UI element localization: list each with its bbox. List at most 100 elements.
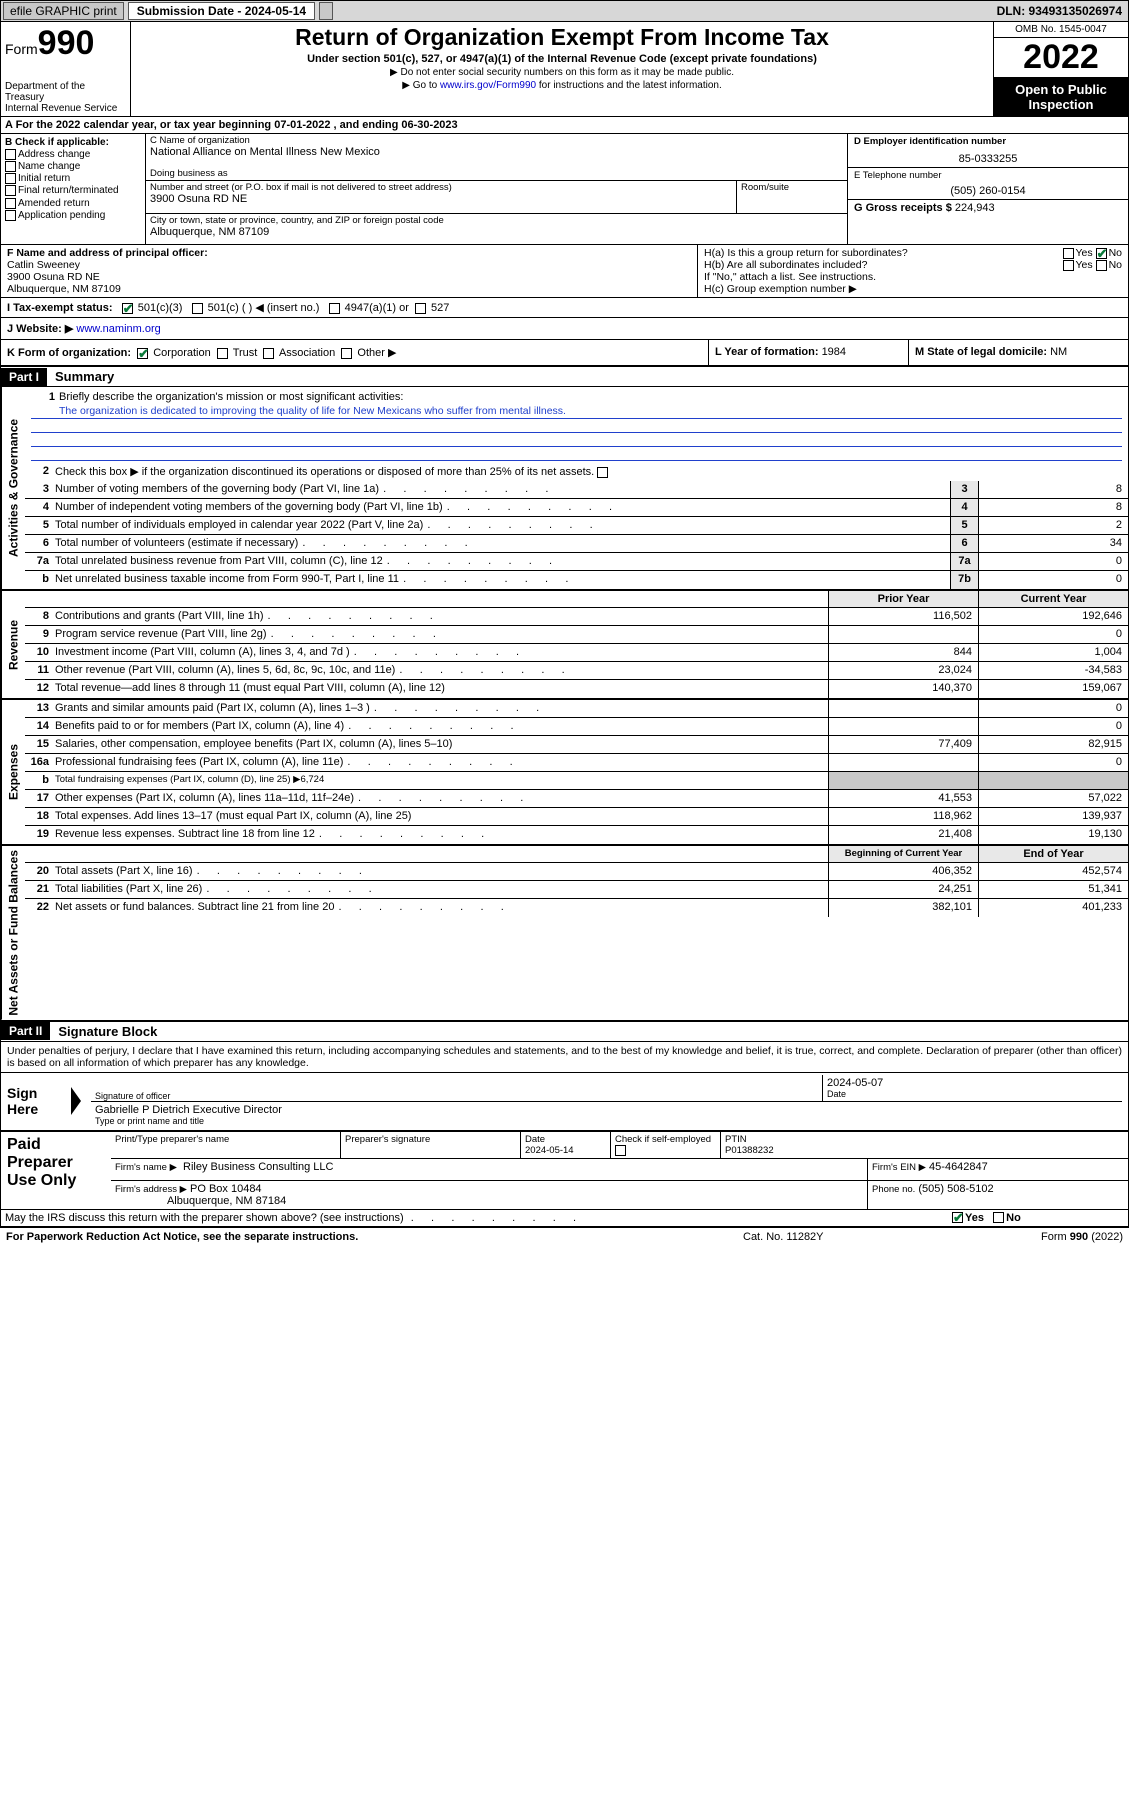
- chk-other[interactable]: [341, 348, 352, 359]
- line-19: 19Revenue less expenses. Subtract line 1…: [25, 826, 1128, 844]
- section-revenue: Revenue Prior Year Current Year 8Contrib…: [1, 591, 1128, 700]
- pra-notice: For Paperwork Reduction Act Notice, see …: [6, 1231, 743, 1243]
- c11: -34,583: [978, 662, 1128, 679]
- instructions-link[interactable]: www.irs.gov/Form990: [440, 80, 536, 91]
- room-label: Room/suite: [737, 181, 847, 213]
- chk-4947[interactable]: [329, 303, 340, 314]
- section-b-checkboxes: B Check if applicable: Address change Na…: [1, 134, 146, 244]
- chk-ha-no[interactable]: [1096, 248, 1107, 259]
- opt-527: 527: [431, 302, 449, 314]
- officer-addr1: 3900 Osuna RD NE: [7, 271, 691, 283]
- part2-tag: Part II: [1, 1022, 50, 1040]
- chk-hb-yes[interactable]: [1063, 260, 1074, 271]
- opt-other: Other ▶: [357, 347, 396, 359]
- chk-discuss-yes[interactable]: [952, 1212, 963, 1223]
- section-governance: Activities & Governance 1Briefly describ…: [1, 387, 1128, 591]
- l14-text: Benefits paid to or for members (Part IX…: [53, 718, 828, 735]
- org-street: 3900 Osuna RD NE: [150, 193, 732, 205]
- chk-final-return[interactable]: [5, 185, 16, 196]
- c8: 192,646: [978, 608, 1128, 625]
- chk-name-change[interactable]: [5, 161, 16, 172]
- gross-receipts-label: G Gross receipts $: [854, 202, 952, 214]
- line-16a: 16aProfessional fundraising fees (Part I…: [25, 754, 1128, 772]
- chk-trust[interactable]: [217, 348, 228, 359]
- chk-self-employed[interactable]: [615, 1145, 626, 1156]
- firm-addr-label: Firm's address ▶: [115, 1184, 187, 1195]
- form-title: Return of Organization Exempt From Incom…: [137, 24, 987, 51]
- l16b-text: Total fundraising expenses (Part IX, col…: [55, 774, 300, 785]
- c10: 1,004: [978, 644, 1128, 661]
- sign-here-label: Sign Here: [1, 1073, 71, 1130]
- l8-text: Contributions and grants (Part VIII, lin…: [53, 608, 828, 625]
- preparer-row-3: Firm's address ▶ PO Box 10484 Albuquerqu…: [111, 1181, 1128, 1209]
- chk-amended-return[interactable]: [5, 198, 16, 209]
- opt-corporation: Corporation: [153, 347, 210, 359]
- l16a-text: Professional fundraising fees (Part IX, …: [53, 754, 828, 771]
- l20-text: Total assets (Part X, line 16): [53, 863, 828, 880]
- chk-hb-no[interactable]: [1096, 260, 1107, 271]
- chk-ha-yes[interactable]: [1063, 248, 1074, 259]
- i-label: I Tax-exempt status:: [7, 302, 113, 314]
- officer-name-title: Gabrielle P Dietrich Executive Director: [95, 1104, 1118, 1116]
- form-subtitle: Under section 501(c), 527, or 4947(a)(1)…: [137, 53, 987, 65]
- l-label: L Year of formation:: [715, 346, 822, 358]
- c14: 0: [978, 718, 1128, 735]
- discuss-no: No: [1006, 1212, 1021, 1224]
- ha-label: H(a) Is this a group return for subordin…: [704, 247, 908, 259]
- website-link[interactable]: www.naminm.org: [76, 323, 160, 335]
- v6: 34: [978, 535, 1128, 552]
- chk-501c3[interactable]: [122, 303, 133, 314]
- chk-address-change[interactable]: [5, 149, 16, 160]
- c12: 159,067: [978, 680, 1128, 698]
- c16b-gray: [978, 772, 1128, 789]
- line-20: 20Total assets (Part X, line 16)406,3524…: [25, 863, 1128, 881]
- mission-blank-3: [31, 447, 1122, 461]
- chk-discuss-no[interactable]: [993, 1212, 1004, 1223]
- vtab-governance: Activities & Governance: [1, 387, 25, 589]
- netassets-headers: Beginning of Current Year End of Year: [25, 846, 1128, 863]
- c13: 0: [978, 700, 1128, 717]
- firm-addr2: Albuquerque, NM 87184: [167, 1195, 286, 1207]
- line-1: 1Briefly describe the organization's mis…: [25, 387, 1128, 463]
- mission-blank-2: [31, 433, 1122, 447]
- chk-501c[interactable]: [192, 303, 203, 314]
- v3: 8: [978, 481, 1128, 498]
- firm-phone: (505) 508-5102: [918, 1183, 993, 1195]
- row-j: J Website: ▶ www.naminm.org: [1, 318, 1128, 340]
- hb-note: If "No," attach a list. See instructions…: [704, 271, 1122, 283]
- ssn-note: ▶ Do not enter social security numbers o…: [137, 67, 987, 78]
- line-12: 12Total revenue—add lines 8 through 11 (…: [25, 680, 1128, 698]
- org-name: National Alliance on Mental Illness New …: [150, 146, 843, 158]
- ha-yes: Yes: [1076, 247, 1093, 259]
- firm-ein-label: Firm's EIN ▶: [872, 1162, 926, 1173]
- hdr-end: End of Year: [978, 846, 1128, 862]
- line-9: 9Program service revenue (Part VIII, lin…: [25, 626, 1128, 644]
- chk-527[interactable]: [415, 303, 426, 314]
- firm-addr1: PO Box 10484: [190, 1183, 262, 1195]
- chk-association[interactable]: [263, 348, 274, 359]
- line-18: 18Total expenses. Add lines 13–17 (must …: [25, 808, 1128, 826]
- ein-label: D Employer identification number: [854, 136, 1122, 147]
- dropdown-button[interactable]: [319, 2, 333, 20]
- line-3: 3Number of voting members of the governi…: [25, 481, 1128, 499]
- omb-number: OMB No. 1545-0047: [994, 22, 1128, 38]
- l6-text: Total number of volunteers (estimate if …: [53, 535, 950, 552]
- phone-label: E Telephone number: [854, 170, 1122, 181]
- p21: 24,251: [828, 881, 978, 898]
- chk-corporation[interactable]: [137, 348, 148, 359]
- chk-initial-return[interactable]: [5, 173, 16, 184]
- lbl-initial-return: Initial return: [18, 173, 70, 184]
- efile-print-button[interactable]: efile GRAPHIC print: [3, 2, 124, 20]
- chk-application-pending[interactable]: [5, 210, 16, 221]
- triangle-icon: [71, 1087, 81, 1115]
- chk-discontinued[interactable]: [597, 467, 608, 478]
- m-label: M State of legal domicile:: [915, 346, 1050, 358]
- firm-phone-label: Phone no.: [872, 1184, 915, 1195]
- ein-value: 85-0333255: [854, 153, 1122, 165]
- row-cd: C Name of organization National Alliance…: [146, 134, 1128, 244]
- section-net-assets: Net Assets or Fund Balances Beginning of…: [1, 846, 1128, 1022]
- section-f: F Name and address of principal officer:…: [1, 245, 698, 297]
- p16b-gray: [828, 772, 978, 789]
- paid-preparer-label: Paid Preparer Use Only: [1, 1132, 111, 1209]
- c9: 0: [978, 626, 1128, 643]
